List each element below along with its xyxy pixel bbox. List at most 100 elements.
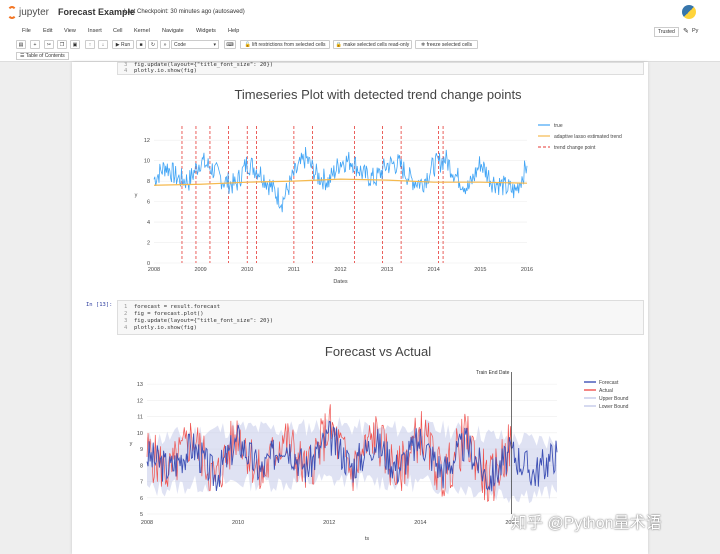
add-cell-button[interactable]: + xyxy=(30,40,40,49)
y-tick-label: 10 xyxy=(137,431,143,437)
x-tick-label: 2011 xyxy=(288,267,300,273)
kernel-name[interactable]: Py xyxy=(692,28,699,34)
chart-title: Forecast vs Actual xyxy=(325,344,431,359)
table-of-contents-button[interactable]: ☰ Table of Contents xyxy=(16,52,69,60)
move-down-button[interactable]: ↓ xyxy=(98,40,108,49)
x-tick-label: 2014 xyxy=(428,267,440,273)
keyboard-button[interactable]: ⌨ xyxy=(224,40,236,49)
y-tick-label: 2 xyxy=(147,241,150,247)
jupyter-logo-icon xyxy=(7,6,17,19)
y-tick-label: 11 xyxy=(137,415,143,421)
legend-label-trend: adaptive lasso estimated trend xyxy=(554,134,622,140)
snowflake-icon: ❄ xyxy=(421,42,426,48)
y-tick-label: 10 xyxy=(144,159,150,165)
chart-title: Timeseries Plot with detected trend chan… xyxy=(234,87,522,102)
move-up-button[interactable]: ↑ xyxy=(85,40,95,49)
code-line: 4 plotly.io.show(fig) xyxy=(124,325,197,331)
checkpoint-status: Last Checkpoint: 30 minutes ago (autosav… xyxy=(124,9,245,15)
save-button[interactable]: ▤ xyxy=(16,40,26,49)
x-tick-label: 2010 xyxy=(232,520,244,526)
menu-edit[interactable]: Edit xyxy=(43,28,53,34)
read-only-button[interactable]: 🔒 make selected cells read-only xyxy=(333,40,412,49)
code-line: 2 fig = forecast.plot() xyxy=(124,311,204,317)
lift-label: lift restrictions from selected cells xyxy=(252,42,326,48)
y-tick-label: 6 xyxy=(140,496,143,502)
toolbar-secondary: ☰ Table of Contents xyxy=(0,51,720,62)
x-tick-label: 2012 xyxy=(323,520,335,526)
x-tick-label: 2008 xyxy=(148,267,160,273)
y-tick-label: 13 xyxy=(137,382,143,388)
unlock-icon: 🔓 xyxy=(244,42,251,48)
uncertainty-band xyxy=(147,416,557,504)
menu-navigate[interactable]: Navigate xyxy=(162,28,184,34)
python-logo-icon xyxy=(682,5,696,19)
lift-restrictions-button[interactable]: 🔓 lift restrictions from selected cells xyxy=(240,40,330,49)
toc-label: Table of Contents xyxy=(25,53,65,59)
legend-label-cp: trend change point xyxy=(554,145,596,151)
y-axis-label: y xyxy=(135,193,138,199)
run-button[interactable]: ▶ Run xyxy=(112,40,134,49)
code-cell-2[interactable]: 1 forecast = result.forecast 2 fig = forec… xyxy=(117,300,644,335)
code-cell-1[interactable]: 3 fig.update(layout={"title_font_size": 2… xyxy=(117,62,644,75)
y-tick-label: 5 xyxy=(140,512,143,518)
copy-button[interactable]: ❐ xyxy=(57,40,67,49)
readonly-label: make selected cells read-only xyxy=(343,42,410,48)
restart-button[interactable]: ↻ xyxy=(148,40,158,49)
x-tick-label: 2012 xyxy=(334,267,346,273)
series-true-line xyxy=(153,146,528,213)
list-icon: ☰ xyxy=(20,53,25,59)
train-end-label: Train End Date xyxy=(476,370,510,376)
x-tick-label: 2010 xyxy=(241,267,253,273)
interrupt-button[interactable]: ■ xyxy=(136,40,146,49)
menu-help[interactable]: Help xyxy=(228,28,240,34)
chevron-down-icon: ▾ xyxy=(213,42,216,48)
notebook-header: jupyter Forecast Example Last Checkpoint… xyxy=(0,0,720,25)
code-line: 3 fig.update(layout={"title_font_size": 2… xyxy=(124,62,274,68)
restart-run-button[interactable]: » xyxy=(160,40,170,49)
x-tick-label: 2016 xyxy=(505,520,517,526)
forecast-chart: Forecast vs Actual 5 6 7 8 9 10 11 12 13 2008 2010 2… xyxy=(130,344,629,542)
y-tick-label: 12 xyxy=(137,398,143,404)
x-axis-label: ts xyxy=(365,536,370,542)
menu-view[interactable]: View xyxy=(64,28,76,34)
menu-cell[interactable]: Cell xyxy=(113,28,123,34)
x-tick-label: 2016 xyxy=(521,267,533,273)
cell-type-select[interactable]: Code ▾ xyxy=(171,40,219,49)
menu-widgets[interactable]: Widgets xyxy=(196,28,216,34)
watermark: 知乎 @Python量术语 xyxy=(511,515,662,532)
menu-kernel[interactable]: Kernel xyxy=(134,28,150,34)
menu-insert[interactable]: Insert xyxy=(88,28,102,34)
code-line: 3 fig.update(layout={"title_font_size": 2… xyxy=(124,318,274,324)
legend-label: Upper Bound xyxy=(599,396,629,402)
notebook-title[interactable]: Forecast Example xyxy=(58,7,136,17)
play-icon: ▶ xyxy=(115,42,120,48)
code-line: 4 plotly.io.show(fig) xyxy=(124,68,197,74)
lock-icon: 🔒 xyxy=(335,42,342,48)
y-tick-label: 0 xyxy=(147,261,150,267)
x-tick-label: 2013 xyxy=(381,267,393,273)
pencil-icon[interactable]: ✎ xyxy=(683,28,689,35)
cell-type-label: Code xyxy=(174,42,186,48)
trusted-badge[interactable]: Trusted xyxy=(654,27,679,37)
paste-button[interactable]: ▣ xyxy=(70,40,80,49)
toolbar: ▤ + ✂ ❐ ▣ ↑ ↓ ▶ Run ■ ↻ » Code ▾ ⌨ 🔓 lift… xyxy=(0,39,720,51)
timeseries-chart: Timeseries Plot with detected trend chan… xyxy=(135,87,622,285)
y-axis-label: y xyxy=(130,441,133,447)
y-tick-label: 4 xyxy=(147,220,150,226)
menu-file[interactable]: File xyxy=(22,28,31,34)
freeze-label: freeze selected cells xyxy=(426,42,472,48)
code-line: 1 forecast = result.forecast xyxy=(124,304,221,310)
y-tick-label: 12 xyxy=(144,138,150,144)
x-tick-label: 2015 xyxy=(474,267,486,273)
legend-label-true: true xyxy=(554,123,563,129)
cut-button[interactable]: ✂ xyxy=(44,40,54,49)
x-axis-label: Dates xyxy=(333,279,348,285)
run-label: Run xyxy=(121,42,131,48)
freeze-button[interactable]: ❄ freeze selected cells xyxy=(415,40,478,49)
jupyter-logo[interactable]: jupyter xyxy=(7,5,49,21)
x-tick-label: 2014 xyxy=(414,520,426,526)
y-tick-label: 9 xyxy=(140,447,143,453)
x-tick-label: 2009 xyxy=(195,267,207,273)
y-tick-label: 6 xyxy=(147,200,150,206)
y-tick-label: 8 xyxy=(140,463,143,469)
